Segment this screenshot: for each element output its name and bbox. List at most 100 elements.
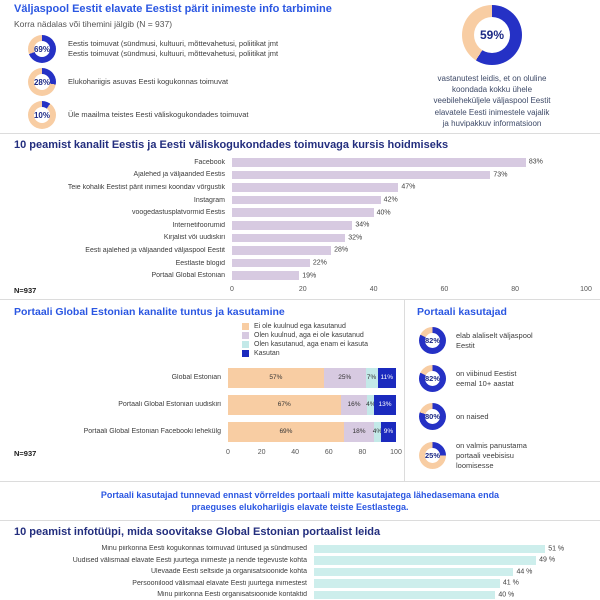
donut-stat-label-line: eemal 10+ aastat <box>456 378 514 388</box>
donut-value: 25% <box>424 451 440 461</box>
legend-swatch <box>242 341 249 348</box>
bar-value-label: 44 % <box>516 568 533 576</box>
bar-row: Eestlaste blogid 22% <box>14 257 586 270</box>
bar-track: 41 % <box>314 578 586 590</box>
bar-chart-top-channels: Facebook 83% Ajalehed ja väljaanded Eestis… <box>14 156 592 296</box>
donut-chart: 59% <box>462 5 522 65</box>
legend-item: Kasutan <box>242 350 396 357</box>
bar-row: Kirjalist või uudiskiri 32% <box>14 232 586 245</box>
bar-row: Internetifoorumid 34% <box>14 219 586 232</box>
legend-item: Olen kuulnud, aga ei ole kasutanud <box>242 332 396 339</box>
donut-stat-label: Elukohariigis asuvas Eesti kogukonnas to… <box>68 77 228 87</box>
bar-value-label: 47% <box>401 183 416 191</box>
segment-value-label: 16% <box>347 401 361 408</box>
donut-stat-label-line: on viibinud Eestist <box>456 368 517 378</box>
x-axis: 0 20 40 60 80 100 <box>230 285 592 296</box>
donut-hole <box>34 41 50 57</box>
chart-legend: Ei ole kuulnud ega kasutanud Olen kuulnud… <box>242 323 396 357</box>
donut-hole <box>34 74 50 90</box>
bar-track: 32% <box>232 232 586 245</box>
stacked-bar-segment: 11% <box>377 367 396 388</box>
bar-category-label: Minu piirkonna Eesti organisatsioonide k… <box>157 591 307 599</box>
donut-stat-row: 10% Üle maailma teistes Eesti väliskoguko… <box>28 101 390 129</box>
axis-tick-label: 0 <box>230 285 234 293</box>
donut-chart: 10% <box>28 101 56 129</box>
stacked-bar-segment: 18% <box>343 421 375 442</box>
section-title: Portaali kasutajad <box>417 306 507 318</box>
bar <box>232 246 332 255</box>
axis-tick-label: 40 <box>291 449 300 456</box>
donut-hole <box>425 448 440 464</box>
bar-track: 47% <box>232 181 586 194</box>
stacked-bar-segment: 25% <box>323 367 366 388</box>
portal-usage-chart-block: Portaali Global Estonian kanalite tuntus… <box>0 300 404 481</box>
bar-track: 83% <box>232 156 586 169</box>
bar <box>232 158 526 167</box>
bar <box>232 208 374 217</box>
bar-category-label: Persoonilood välismaal elavate Eesti juu… <box>132 579 307 587</box>
donut-stat-label: Eestis toimuvat (sündmusi, kultuuri, mõt… <box>68 39 278 59</box>
axis-tick-label: 40 <box>369 285 378 293</box>
donut-stat-label: Üle maailma teistes Eesti väliskogukonda… <box>68 110 249 120</box>
section-divider <box>0 481 600 482</box>
stacked-bar-track: 69% 18% 4% 9% <box>228 421 396 442</box>
bar <box>232 221 353 230</box>
stacked-bar-row: Global Estonian 57% 25% 7% 11% <box>14 364 396 391</box>
bar-value-label: 34% <box>355 221 370 229</box>
donut-stat-label: on viibinud Eestist eemal 10+ aastat <box>456 369 516 389</box>
bar-category-label: Portaal Global Estonian <box>151 272 225 280</box>
donut-stat-row: 69% Eestis toimuvat (sündmusi, kultuuri, … <box>28 35 390 63</box>
donut-stat-label-line: Eestis toimuvat (sündmusi, kultuuri, mõt… <box>68 49 279 58</box>
bar-category-label: Kirjalist või uudiskiri <box>163 234 225 242</box>
bar-track: 44 % <box>314 566 586 578</box>
axis-tick-label: 100 <box>580 285 592 293</box>
bar-category-label: Portaali Global Estonian uudiskiri <box>118 401 221 408</box>
legend-item: Olen kasutanud, aga enam ei kasuta <box>242 341 396 348</box>
donut-value: 80% <box>424 412 440 421</box>
summary-donut-block: 59% vastanutest leidis, et on oluline koo… <box>398 3 586 128</box>
stacked-bar-segment: 67% <box>228 394 341 415</box>
segment-value-label: 18% <box>352 428 366 435</box>
summary-donut-wrap: 59% <box>462 5 522 65</box>
stacked-bar-segment: 7% <box>365 367 378 388</box>
bar-value-label: 19% <box>302 272 317 280</box>
bar <box>314 567 514 576</box>
stacked-bar-segment: 4% <box>366 394 375 415</box>
legend-swatch <box>242 332 249 339</box>
bar-row: Teie kohalik Eestist pärit inimesi koond… <box>14 181 586 194</box>
donut-stats-list: 82% elab alaliselt väljaspool Eestit 82% on … <box>417 327 590 470</box>
donut-stat-row: 25% on valmis panustama portaali veebisisu… <box>419 441 590 470</box>
axis-tick-label: 60 <box>324 449 333 456</box>
donut-chart: 82% <box>419 327 446 354</box>
bar <box>232 271 300 280</box>
summary-text-line: veebileheküljele väljaspool Eestit <box>433 96 551 106</box>
segment-value-label: 4% <box>372 428 383 435</box>
bar-category-label: Minu piirkonna Eesti kogukonnas toimuvad… <box>101 545 307 553</box>
bar-value-label: 42% <box>383 196 398 204</box>
stacked-bar-segment: 9% <box>380 421 396 442</box>
bar-category-label: Facebook <box>194 158 225 166</box>
donut-value: 59% <box>479 28 505 42</box>
bar <box>314 544 546 553</box>
bar-row: Ajalehed ja väljaanded Eestis 73% <box>14 169 586 182</box>
bar-row: Facebook 83% <box>14 156 586 169</box>
bar-track: 42% <box>232 194 586 207</box>
segment-value-label: 67% <box>277 401 291 408</box>
stacked-bar-row: Portaali Global Estonian Facebooki lehek… <box>14 418 396 445</box>
bar-category-label: Portaali Global Estonian Facebooki lehek… <box>83 428 221 435</box>
donut-stat-row: 82% on viibinud Eestist eemal 10+ aastat <box>419 365 590 392</box>
bar-row: Minu piirkonna Eesti organisatsioonide k… <box>14 589 586 600</box>
stacked-bar-segment: 4% <box>372 421 383 442</box>
donut-stat-row: 82% elab alaliselt väljaspool Eestit <box>419 327 590 354</box>
bar-track: 49 % <box>314 555 586 567</box>
legend-swatch <box>242 323 249 330</box>
donut-value: 10% <box>33 110 50 120</box>
bar-row: voogedastusplatvormid Eestis 40% <box>14 206 586 219</box>
donut-value: 28% <box>33 77 50 87</box>
stacked-bar-row: Portaali Global Estonian uudiskiri 67% 16%… <box>14 391 396 418</box>
legend-label: Ei ole kuulnud ega kasutanud <box>254 323 346 330</box>
bar-category-label: Global Estonian <box>171 374 221 381</box>
donut-stat-label: on naised <box>456 412 489 422</box>
section-key-finding: Portaali kasutajad tunnevad ennast võrre… <box>0 482 600 520</box>
section-subtitle: Korra nädalas või tihemini jälgib (N = 9… <box>14 19 173 29</box>
